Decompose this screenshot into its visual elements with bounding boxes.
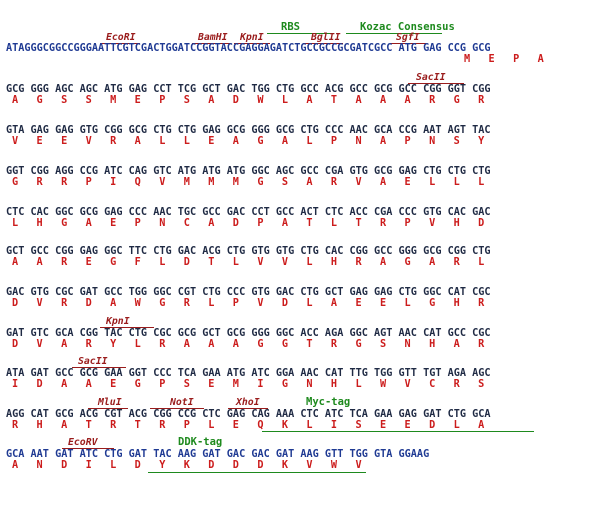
sequence-row-5: GCT GCC CGG GAG GGC TTC CTG GAC ACG CTG … — [6, 246, 491, 257]
ddk-tag-label: DDK-tag — [178, 436, 223, 448]
sequence-row-4: CTC CAC GGC GCG GAG CCC AAC TGC GCC GAC … — [6, 207, 491, 218]
bamhi-site-line — [192, 43, 230, 44]
ecori-site-line — [100, 43, 140, 44]
sequence-row-7: GAT GTC GCA CGG TAC CTG CGC GCG GCT GCG … — [6, 328, 491, 339]
xhoi-site-label: XhoI — [236, 397, 260, 408]
noti-site-line — [150, 408, 204, 409]
sequence-row-6: GAC GTG CGC GAT GCC TGG GGC CGT CTG CCC … — [6, 287, 491, 298]
kpni-site-label-1: KpnI — [240, 32, 264, 43]
translation-row-7: D V A R Y L R A A A G G T R G S N H A R — [12, 339, 485, 350]
sequence-row-3: GGT CGG AGG CCG ATC CAG GTC ATG ATG ATG … — [6, 166, 491, 177]
translation-row-3: G R R P I Q V M M M G S A R V A E L L L — [12, 177, 485, 188]
sgfi-site-label: SgfI — [396, 32, 420, 43]
kpni-site-line-2 — [100, 327, 154, 328]
ddk-tag-line — [148, 472, 366, 473]
sacii-site-label-1: SacII — [416, 72, 446, 83]
translation-row-4: L H G A E P N C A D P A T L T R P V H D — [12, 218, 485, 229]
mlui-site-label: MluI — [98, 397, 122, 408]
sequence-row-2: GTA GAG GAG GTG CGG GCG CTG CTG GAG GCG … — [6, 125, 491, 136]
ecori-site-label: EcoRI — [106, 32, 136, 43]
sequence-row-8: ATA GAT GCC GCG GAA GGT CCC TCA GAA ATG … — [6, 368, 491, 379]
translation-row-0: M E P A — [464, 54, 544, 65]
sacii-site-line-1 — [408, 83, 464, 84]
ecorv-site-line — [62, 448, 114, 449]
kpni-site-line-1 — [234, 43, 270, 44]
sgfi-site-line — [390, 43, 426, 44]
translation-row-5: A A R E G F L D T L V V L H R A G A R L — [12, 257, 485, 268]
translation-row-10: A N D I L D Y K D D D K V W V — [12, 460, 362, 471]
sacii-site-line-2 — [72, 367, 126, 368]
sequence-row-9: AGG CAT GCG ACG CGT ACG CGG CCG CTC GAG … — [6, 409, 491, 420]
translation-row-8: I D A A E G P S E M I G N H L W V C R S — [12, 379, 485, 390]
ecorv-site-label: EcoRV — [68, 437, 98, 448]
sequence-row-1: GCG GGG AGC AGC ATG GAG CCT TCG GCT GAC … — [6, 84, 491, 95]
bglii-site-label: BglII — [311, 32, 341, 43]
myc-tag-label: Myc-tag — [306, 396, 351, 408]
translation-row-6: D V R D A W G R L P V D L A E E L G H R — [12, 298, 485, 309]
noti-site-label: NotI — [170, 397, 194, 408]
translation-row-9: R H A T R T R P L E Q K L I S E E D L A — [12, 420, 485, 431]
kozac-label: Kozac Consensus — [360, 21, 455, 33]
bglii-site-line — [303, 43, 343, 44]
rbs-label: RBS — [281, 21, 300, 33]
kpni-site-label-2: KpnI — [106, 316, 130, 327]
sacii-site-label-2: SacII — [78, 356, 108, 367]
sequence-row-0: ATAGGGCGGCCGGGAATTCGTCGACTGGATCCGGTACCGA… — [6, 43, 491, 54]
xhoi-site-line — [228, 408, 268, 409]
mlui-site-line — [88, 408, 128, 409]
sequence-row-10: GCA AAT GAT ATC CTG GAT TAC AAG GAT GAC … — [6, 449, 430, 460]
myc-tag-line — [262, 431, 534, 432]
translation-row-1: A G S S M E P S A D W L A T A A A R G R — [12, 95, 485, 106]
bamhi-site-label: BamHI — [198, 32, 228, 43]
rbs-line — [267, 33, 333, 34]
translation-row-2: V E E V R A L L E A G A L P N A P N S Y — [12, 136, 485, 147]
kozac-line — [346, 33, 442, 34]
